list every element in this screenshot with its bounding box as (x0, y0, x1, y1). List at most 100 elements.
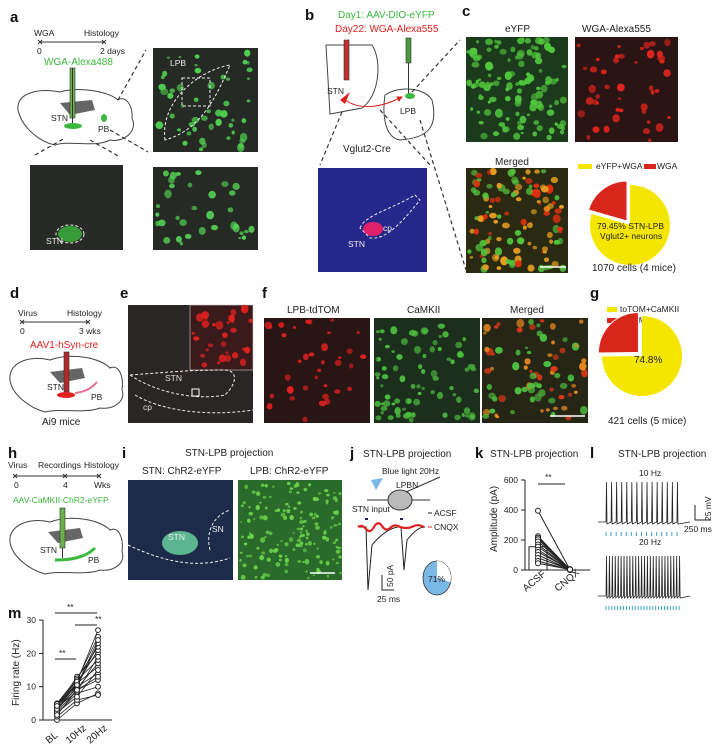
cell (477, 215, 484, 222)
cell (495, 346, 503, 354)
cell (556, 123, 565, 129)
cell (408, 417, 414, 423)
cell (284, 562, 289, 567)
cell (488, 83, 492, 88)
cell (464, 414, 470, 418)
legend-swatch-yellow (578, 164, 592, 169)
cell (286, 509, 291, 514)
cell (554, 122, 558, 126)
cell (297, 559, 302, 563)
cell (514, 183, 523, 191)
x-tick-label: BL (44, 730, 61, 747)
cell (527, 264, 535, 272)
cell (374, 372, 381, 377)
significance: ** (545, 472, 552, 482)
cell (586, 135, 591, 140)
cell (314, 522, 319, 526)
cell (473, 388, 479, 394)
significance: ** (67, 602, 74, 612)
cell (524, 346, 529, 350)
cell (530, 45, 536, 50)
cell (543, 205, 551, 212)
pair-line (537, 562, 571, 571)
cell (522, 225, 527, 230)
cell (559, 264, 567, 272)
cell (545, 408, 550, 412)
cell (559, 96, 567, 104)
cell (446, 357, 452, 361)
cell (535, 90, 544, 99)
cell (526, 113, 531, 117)
cell (534, 169, 540, 174)
cell (230, 309, 237, 316)
cell (160, 88, 169, 96)
micrograph-stn-blue (318, 168, 427, 272)
cell (422, 353, 427, 359)
cell (539, 184, 547, 191)
stn-label: STN (165, 373, 182, 383)
cell (318, 400, 327, 407)
cell (285, 502, 289, 506)
cell (268, 495, 272, 499)
cell (210, 224, 218, 231)
cell (289, 515, 294, 521)
cell (430, 370, 438, 378)
cell (489, 366, 494, 371)
cell (267, 325, 273, 329)
image-title: WGA-Alexa555 (582, 24, 651, 35)
data-point (95, 673, 101, 680)
cell (253, 564, 258, 568)
cell (240, 504, 244, 508)
cell (336, 546, 340, 549)
cell-cluster (191, 304, 253, 368)
cell (534, 57, 543, 65)
cell (293, 507, 297, 510)
cell (521, 37, 525, 41)
cell (218, 354, 227, 363)
panel-g: g toTOM+CaMKII toTOM 74.8% 421 cells (5 … (590, 285, 686, 427)
cell (179, 219, 187, 226)
cell (480, 132, 488, 140)
stn-label: STN (46, 236, 63, 246)
cell (315, 525, 320, 530)
cell (264, 506, 268, 510)
panel-title: STN-LPB projection (185, 448, 273, 459)
cell (643, 41, 650, 49)
cell (201, 115, 208, 121)
cell (496, 214, 502, 219)
cell (306, 576, 310, 580)
cell (640, 103, 648, 111)
cell (326, 493, 330, 497)
cell (471, 61, 480, 68)
timeline-mark (19, 319, 25, 325)
panel-label: d (10, 285, 19, 302)
cell (247, 535, 251, 539)
cell (230, 327, 237, 333)
cell (654, 88, 660, 93)
cell (244, 484, 249, 490)
cell (194, 67, 202, 74)
cell (496, 266, 502, 271)
cell (292, 326, 297, 329)
cell (513, 132, 521, 140)
cell (466, 79, 473, 87)
cell (525, 187, 533, 196)
cell (392, 365, 399, 372)
cell (221, 181, 229, 187)
cell (158, 219, 166, 227)
cell (585, 97, 594, 105)
pair-line (537, 510, 571, 570)
cell (262, 515, 268, 521)
cell (558, 394, 565, 400)
y-tick-label: 0 (513, 565, 518, 575)
cell (469, 49, 478, 59)
cell (255, 504, 260, 511)
cell (663, 69, 671, 77)
cell (410, 383, 416, 389)
cell (494, 247, 503, 256)
cell (194, 54, 200, 59)
cell (325, 499, 329, 504)
cell (206, 210, 215, 220)
